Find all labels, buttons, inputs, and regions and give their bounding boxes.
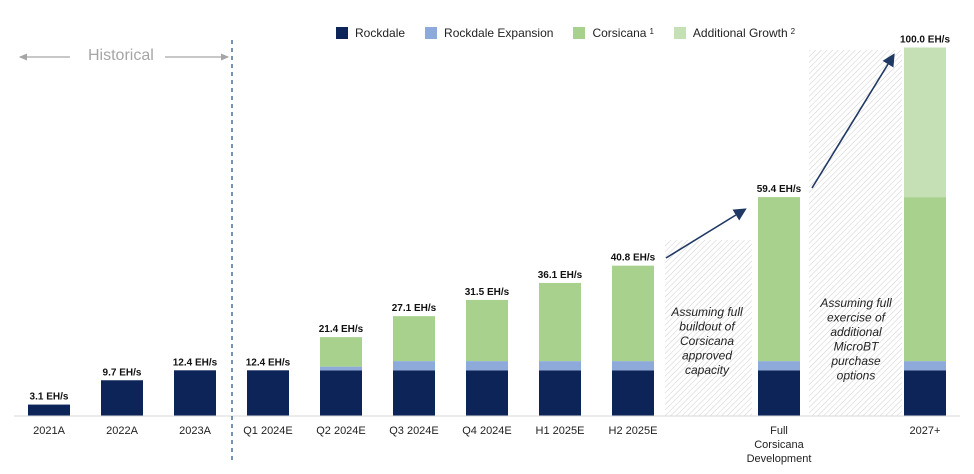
legend-label-additional-growth: Additional Growth [692,26,788,40]
legend-swatch-additional-growth [673,27,686,39]
total-label-2027: 100.0 EH/s [900,35,950,46]
growth-arrow-1 [665,208,747,259]
legend-swatch-rockdale [336,27,348,39]
category-label-full-corsicana-development: Full Corsicana Development [747,425,812,465]
bar-rockdale-q2-2024e [320,370,362,416]
legend-label-rockdale-expansion: Rockdale Expansion [444,26,554,40]
legend-item-rockdale: Rockdale [336,26,405,40]
hatch-layer [665,50,902,416]
legend-item-corsicana: Corsicana 1 [573,26,654,40]
legend-label-rockdale: Rockdale [355,26,406,40]
total-label-q3-2024e: 27.1 EH/s [392,303,437,314]
bar-rockdale-expansion-2027 [904,361,946,371]
bar-corsicana-2027 [904,197,946,362]
total-label-q2-2024e: 21.4 EH/s [319,324,364,335]
assumption-hatch-region-2 [809,50,902,416]
assumption-hatch-region-1 [665,240,752,416]
bar-corsicana-q4-2024e [466,299,508,362]
total-label-h1-2025e: 36.1 EH/s [538,270,583,281]
total-label-h2-2025e: 40.8 EH/s [611,253,656,264]
bar-rockdale-h1-2025e [539,370,581,416]
legend-label-corsicana: Corsicana [592,26,647,40]
legend-swatch-corsicana [573,27,586,39]
historical-label: Historical [88,47,154,64]
bar-rockdale-expansion-full-corsicana-development [758,361,800,371]
bar-rockdale-expansion-q2-2024e [320,366,362,371]
bar-rockdale-q1-2024e [247,370,289,416]
bar-rockdale-h2-2025e [612,370,654,416]
total-label-q4-2024e: 31.5 EH/s [465,287,510,298]
annotation-1: Assuming full buildout of Corsicana approve… [670,305,743,377]
bar-rockdale-q3-2024e [393,370,435,416]
category-label-2027: 2027+ [910,425,941,437]
category-label-q3-2024e: Q3 2024E [389,425,439,437]
bar-corsicana-h1-2025e [539,282,581,362]
growth-arrow-2 [811,53,895,189]
category-label-q2-2024e: Q2 2024E [316,425,366,437]
category-label-2022a: 2022A [106,425,138,437]
category-label-h1-2025e: H1 2025E [536,425,585,437]
bar-corsicana-full-corsicana-development [758,197,800,362]
bar-rockdale-full-corsicana-development [758,370,800,416]
bar-corsicana-q2-2024e [320,337,362,367]
bar-rockdale-2021a [28,404,70,416]
legend-footnote-corsicana: 1 [649,26,654,36]
category-label-2023a: 2023A [179,425,211,437]
legend-swatch-rockdale-expansion [425,27,438,39]
total-label-q1-2024e: 12.4 EH/s [246,357,291,368]
bar-rockdale-expansion-q3-2024e [393,361,435,371]
legend-item-rockdale-expansion: Rockdale Expansion [425,26,553,40]
category-label-h2-2025e: H2 2025E [609,425,658,437]
bar-corsicana-h2-2025e [612,265,654,362]
total-label-full-corsicana-development: 59.4 EH/s [757,184,802,195]
bar-rockdale-2023a [174,370,216,416]
legend-item-additional-growth: Additional Growth 2 [673,26,796,40]
bars-layer [28,47,946,416]
bar-corsicana-q3-2024e [393,316,435,362]
total-label-2022a: 9.7 EH/s [103,367,142,378]
legend-footnote-additional-growth: 2 [790,26,796,36]
total-label-2023a: 12.4 EH/s [173,357,218,368]
total-label-2021a: 3.1 EH/s [30,392,69,403]
bar-rockdale-expansion-q4-2024e [466,361,508,371]
category-label-q4-2024e: Q4 2024E [462,425,512,437]
category-label-q1-2024e: Q1 2024E [243,425,293,437]
annotation-2: Assuming full exercise of additional MicroB… [819,296,892,383]
bar-rockdale-q4-2024e [466,370,508,416]
bar-rockdale-expansion-h1-2025e [539,361,581,371]
bar-additional-growth-2027 [904,47,946,198]
legend: Rockdale Rockdale Expansion Corsicana 1 … [336,24,815,42]
labels-layer: 3.1 EH/s 2021A 9.7 EH/s 2022A 12.4 EH/s 2023A… [30,35,951,466]
category-label-2021a: 2021A [33,425,65,437]
bar-rockdale-2027 [904,370,946,416]
bar-rockdale-2022a [101,380,143,416]
bar-rockdale-expansion-h2-2025e [612,361,654,371]
